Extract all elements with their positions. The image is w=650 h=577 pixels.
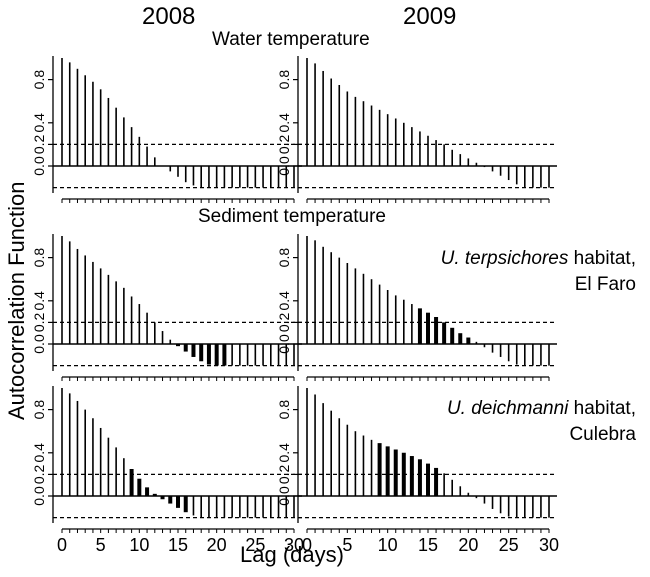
water-2009-y-tick-label: 0.4 xyxy=(276,113,292,133)
sediment-culebra-2009-x-tick-label: 20 xyxy=(458,535,478,555)
sediment-culebra-2009-y-tick-label: 0.8 xyxy=(276,400,292,420)
sediment-culebra-2008-x-tick-label: 30 xyxy=(284,535,304,555)
water-temperature-title: Water temperature xyxy=(212,29,370,50)
sediment-culebra-2008-y-tick-label: 0.0 xyxy=(31,486,47,506)
sediment-elfaro-2008-y-tick-label: 0.4 xyxy=(31,291,47,311)
site-label-culebra: Culebra xyxy=(569,424,636,445)
water-2008-y-tick-label: 0.0 xyxy=(31,156,47,176)
water-2008-y-tick-label: 0.4 xyxy=(31,113,47,133)
habitat-label-elfaro: U. terpsichores habitat, xyxy=(441,248,636,270)
sediment-culebra-2008-x-tick-label: 25 xyxy=(245,535,265,555)
x-axis-label: Lag (days) xyxy=(240,542,344,567)
sediment-culebra-2009-x-tick-label: 30 xyxy=(539,535,559,555)
sediment-elfaro-2009-y-tick-label: 0.0 xyxy=(276,334,292,354)
sediment-culebra-2009-y-tick-label: 0.4 xyxy=(276,443,292,463)
water-2009-y-tick-label: 0.0 xyxy=(276,156,292,176)
sediment-elfaro-2008-y-tick-label: 0.0 xyxy=(31,334,47,354)
sediment-culebra-2008-x-tick-label: 10 xyxy=(129,535,149,555)
sediment-culebra-2008-y-tick-label: 0.8 xyxy=(31,400,47,420)
sediment-culebra-2009-y-tick-label: 0.2 xyxy=(276,464,292,484)
sediment-culebra-2009-x-tick-label: 15 xyxy=(418,535,438,555)
year-2009-header: 2009 xyxy=(403,3,457,30)
sediment-culebra-2009-x-tick-label: 25 xyxy=(499,535,519,555)
sediment-elfaro-2009-y-tick-label: 0.2 xyxy=(276,312,292,332)
water-2009-y-tick-label: 0.8 xyxy=(276,70,292,90)
water-2009-y-tick-label: 0.2 xyxy=(276,134,292,154)
species-name-terpsichores: U. terpsichores xyxy=(440,248,569,269)
sediment-culebra-2009-x-tick-label: 5 xyxy=(342,535,352,555)
water-2008-y-tick-label: 0.2 xyxy=(31,134,47,154)
sediment-culebra-2008-y-tick-label: 0.2 xyxy=(31,464,47,484)
year-2008-header: 2008 xyxy=(142,3,196,30)
site-label-elfaro: El Faro xyxy=(574,274,636,295)
sediment-temperature-title: Sediment temperature xyxy=(198,206,386,227)
sediment-culebra-2009-y-tick-label: 0.0 xyxy=(276,486,292,506)
sediment-culebra-2008-x-tick-label: 20 xyxy=(207,535,227,555)
habitat-label-culebra: U. deichmanni habitat, xyxy=(447,398,636,420)
habitat-suffix: habitat, xyxy=(568,248,636,269)
sediment-culebra-2008-x-tick-label: 5 xyxy=(96,535,106,555)
sediment-culebra-2009-x-tick-label: 10 xyxy=(378,535,398,555)
sediment-elfaro-2008-y-tick-label: 0.2 xyxy=(31,312,47,332)
sediment-elfaro-2008-y-tick-label: 0.8 xyxy=(31,248,47,268)
sediment-elfaro-2009-y-tick-label: 0.8 xyxy=(276,248,292,268)
habitat-suffix: habitat, xyxy=(568,398,636,419)
sediment-culebra-2008-x-tick-label: 0 xyxy=(57,535,67,555)
sediment-culebra-2008-x-tick-label: 15 xyxy=(168,535,188,555)
water-2008-y-tick-label: 0.8 xyxy=(31,70,47,90)
sediment-culebra-2009-x-tick-label: 0 xyxy=(302,535,312,555)
sediment-elfaro-2009-y-tick-label: 0.4 xyxy=(276,291,292,311)
sediment-culebra-2008-y-tick-label: 0.4 xyxy=(31,443,47,463)
species-name-deichmanni: U. deichmanni xyxy=(446,398,569,419)
